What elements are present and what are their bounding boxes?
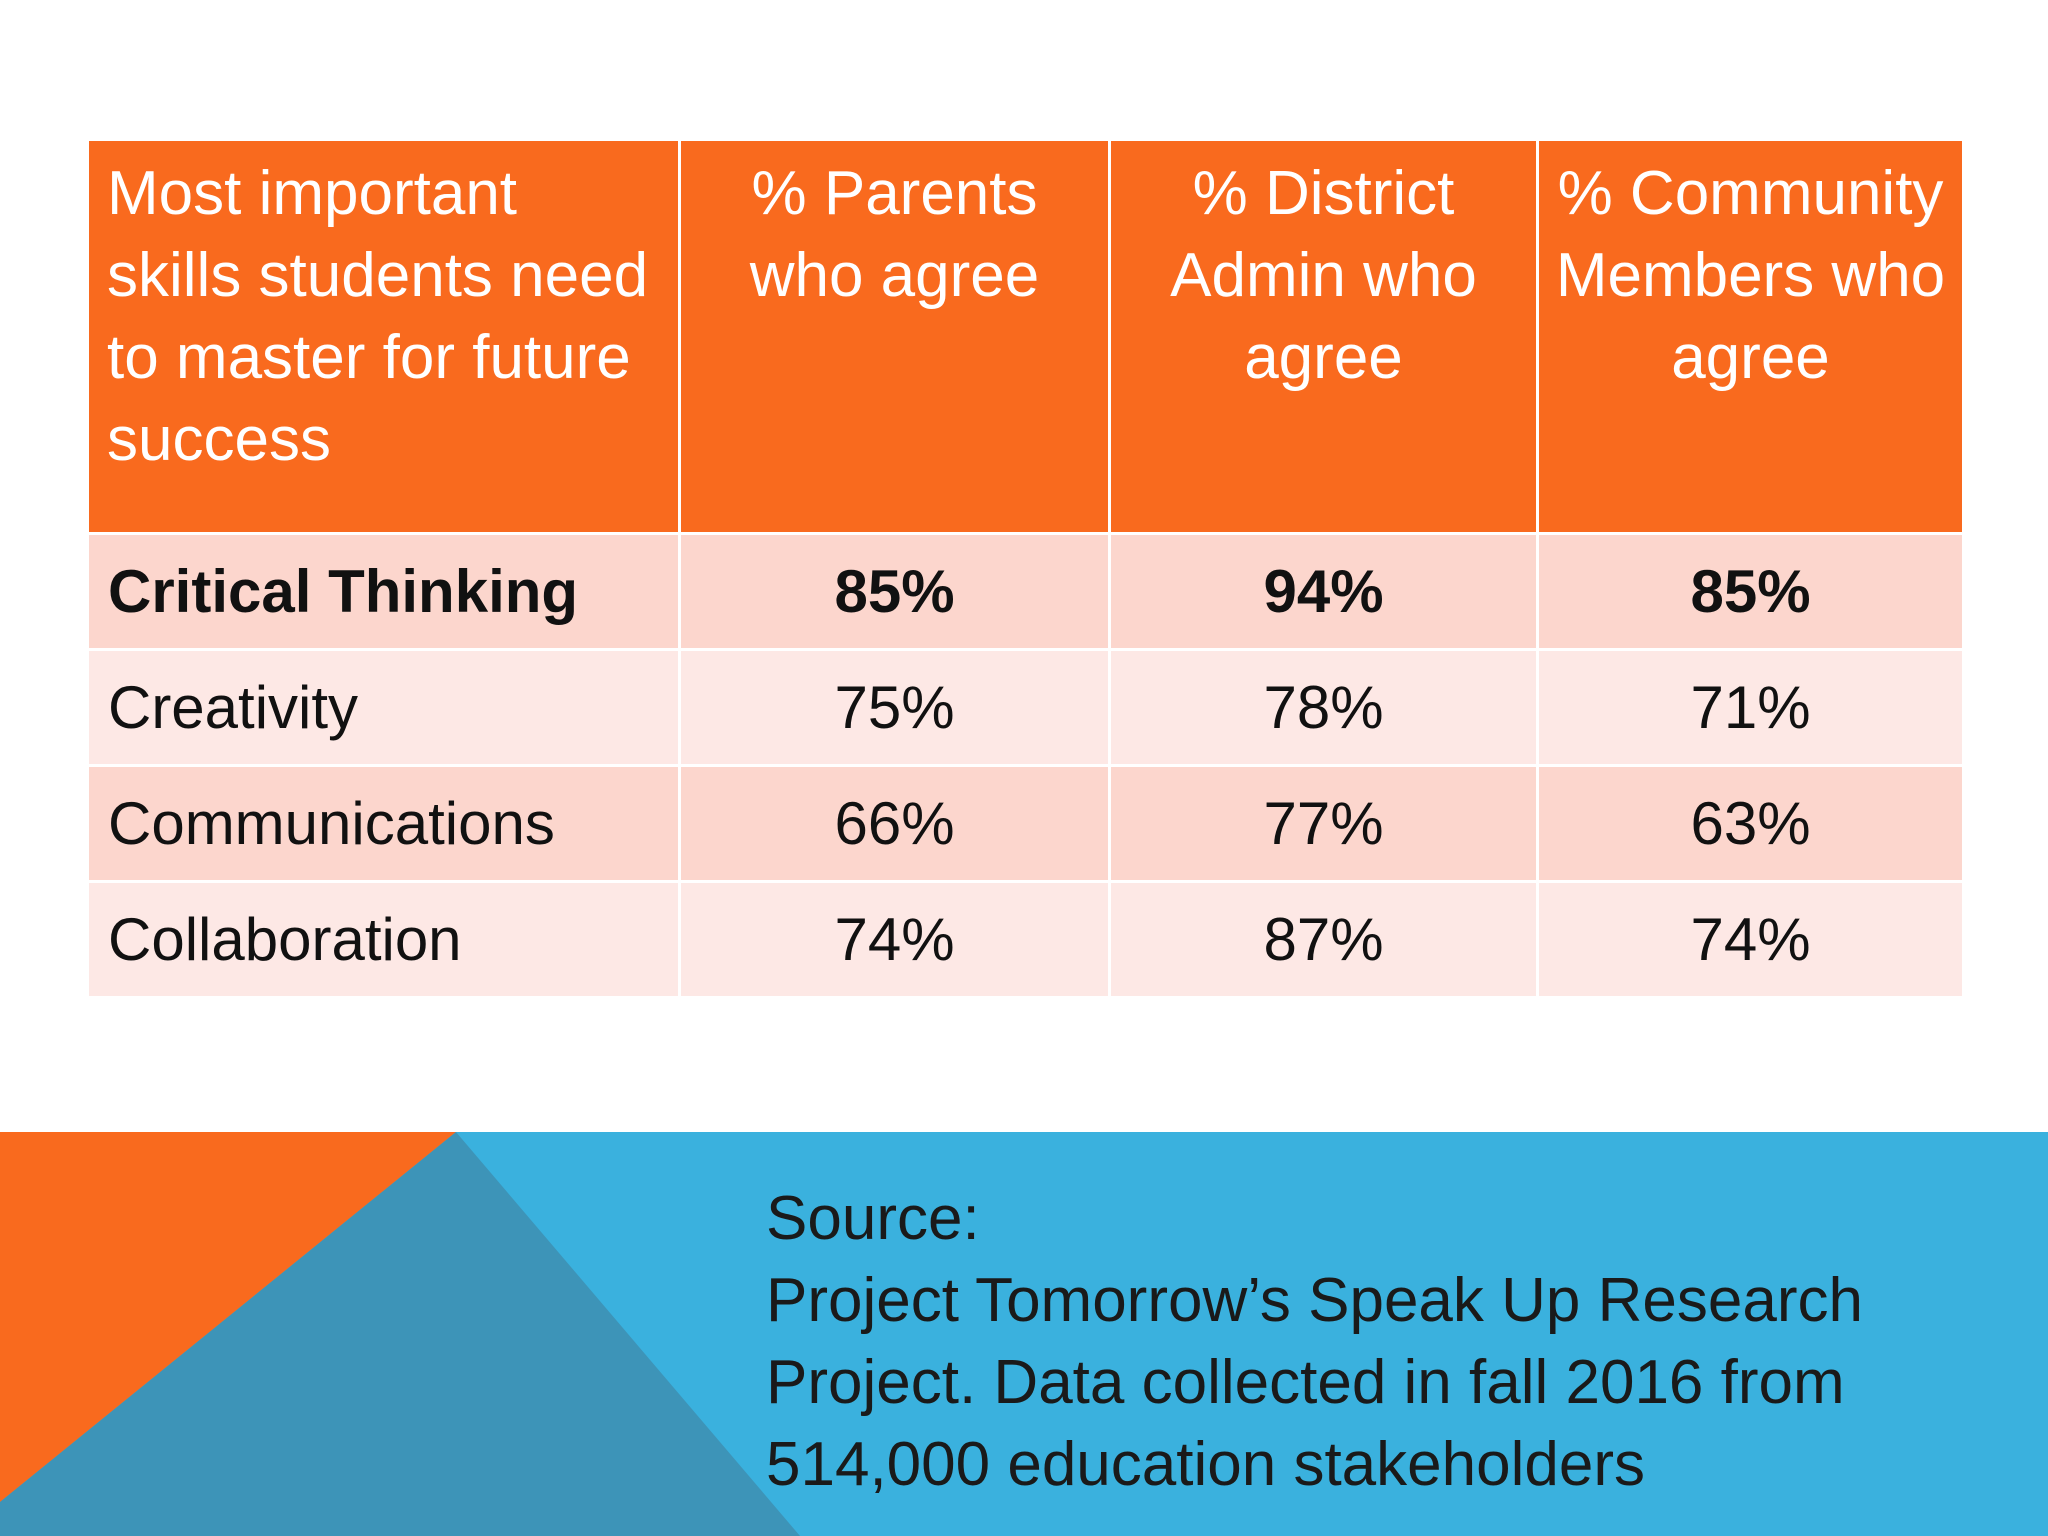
skill-label: Creativity	[86, 648, 681, 767]
header-district-admin: % District Admin who agree	[1108, 138, 1539, 535]
admin-value: 77%	[1108, 764, 1539, 883]
admin-value: 87%	[1108, 880, 1539, 999]
community-value: 71%	[1536, 648, 1965, 767]
table-header-row: Most important skills students need to m…	[86, 138, 1965, 535]
community-value: 85%	[1536, 532, 1965, 651]
footer-teal-triangle	[0, 1132, 800, 1536]
skill-label: Critical Thinking	[86, 532, 681, 651]
header-skills: Most important skills students need to m…	[86, 138, 681, 535]
admin-value: 94%	[1108, 532, 1539, 651]
admin-value: 78%	[1108, 648, 1539, 767]
table-row: Communications 66% 77% 63%	[86, 764, 1965, 883]
skills-table: Most important skills students need to m…	[86, 138, 1965, 999]
footer-decoration	[0, 1132, 2048, 1536]
community-value: 63%	[1536, 764, 1965, 883]
source-citation: Source: Project Tomorrow’s Speak Up Rese…	[766, 1178, 2006, 1506]
table-row: Creativity 75% 78% 71%	[86, 648, 1965, 767]
table-row: Collaboration 74% 87% 74%	[86, 880, 1965, 999]
header-community: % Community Members who agree	[1536, 138, 1965, 535]
community-value: 74%	[1536, 880, 1965, 999]
parents-value: 75%	[678, 648, 1111, 767]
source-line: Project Tomorrow’s Speak Up Research	[766, 1266, 1863, 1335]
source-line: Project. Data collected in fall 2016 fro…	[766, 1348, 1845, 1417]
source-heading: Source:	[766, 1184, 980, 1253]
skill-label: Communications	[86, 764, 681, 883]
parents-value: 66%	[678, 764, 1111, 883]
source-line: 514,000 education stakeholders	[766, 1430, 1645, 1499]
parents-value: 74%	[678, 880, 1111, 999]
table-row: Critical Thinking 85% 94% 85%	[86, 532, 1965, 651]
parents-value: 85%	[678, 532, 1111, 651]
header-parents: % Parents who agree	[678, 138, 1111, 535]
skill-label: Collaboration	[86, 880, 681, 999]
